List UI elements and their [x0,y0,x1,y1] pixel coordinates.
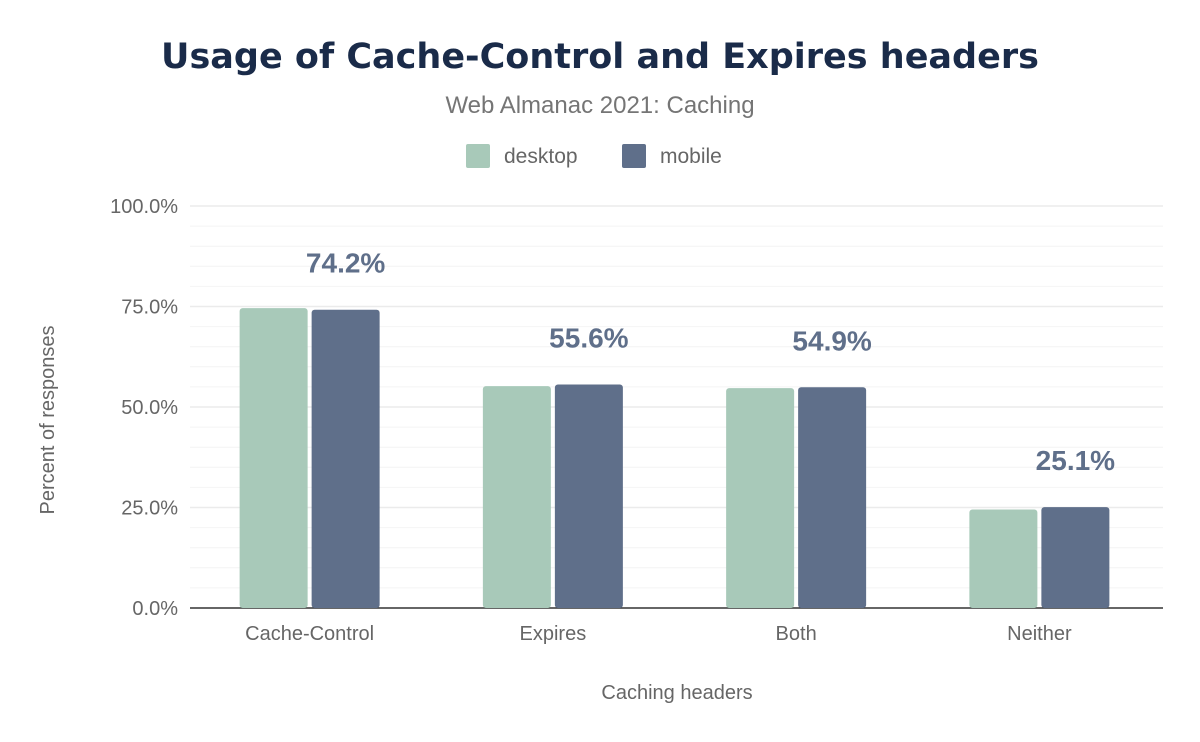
y-axis-label: Percent of responses [37,326,59,515]
legend-swatch [466,144,490,168]
bar-mobile [554,384,623,608]
data-label: 74.2% [306,248,385,279]
x-axis: Cache-Control Expires Both Neither [245,623,1072,645]
x-axis-label: Caching headers [601,682,752,704]
bar-mobile [798,387,867,608]
x-tick-label: Both [776,623,817,645]
legend-item-desktop[interactable]: desktop [466,144,578,168]
chart-subtitle: Web Almanac 2021: Caching [445,92,754,119]
y-tick-label: 50.0% [121,397,178,419]
y-axis: 0.0% 25.0% 50.0% 75.0% 100.0% [110,196,178,620]
y-tick-label: 100.0% [110,196,178,218]
bar-desktop [482,386,551,608]
y-tick-label: 75.0% [121,297,178,319]
x-tick-label: Neither [1007,623,1072,645]
legend-label: desktop [504,145,578,168]
y-tick-label: 0.0% [132,598,178,620]
legend: desktop mobile [466,144,722,168]
bar-desktop [969,509,1038,608]
bar-desktop [726,388,795,608]
x-tick-label: Expires [520,623,587,645]
y-tick-label: 25.0% [121,498,178,520]
legend-label: mobile [660,145,722,168]
legend-swatch [622,144,646,168]
chart-title: Usage of Cache-Control and Expires heade… [161,37,1039,77]
bars: 74.2% 55.6% 54.9% 25.1% [239,248,1115,608]
legend-item-mobile[interactable]: mobile [622,144,722,168]
bar-desktop [239,308,308,608]
data-label: 54.9% [792,325,871,356]
bar-mobile [1041,507,1110,608]
x-tick-label: Cache-Control [245,623,374,645]
data-label: 25.1% [1036,445,1115,476]
data-label: 55.6% [549,322,628,353]
bar-mobile [311,309,380,608]
